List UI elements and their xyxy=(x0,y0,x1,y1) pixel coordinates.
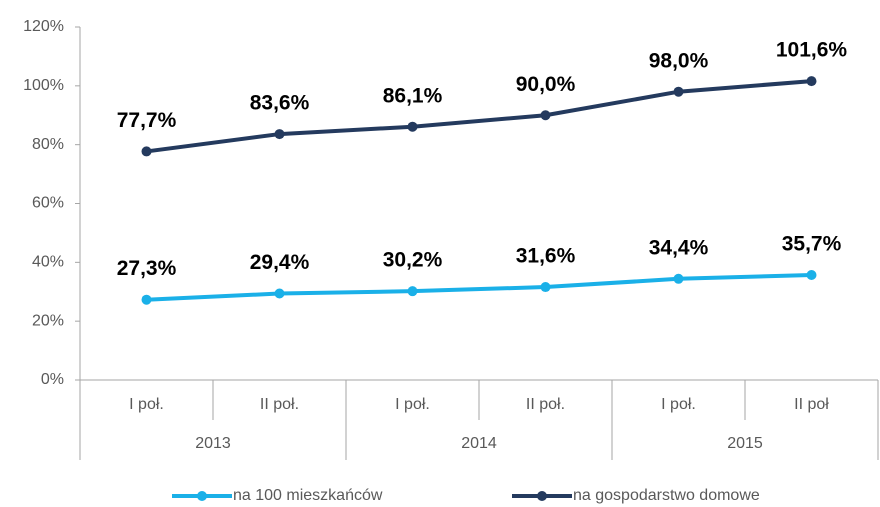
data-label: 83,6% xyxy=(250,92,310,115)
data-label: 30,2% xyxy=(383,249,443,272)
data-label: 77,7% xyxy=(117,109,177,132)
point xyxy=(141,146,152,157)
data-label: 90,0% xyxy=(516,73,576,96)
point xyxy=(407,121,418,132)
x-tick-label: II poł. xyxy=(526,396,565,413)
x-tick-label: I poł. xyxy=(395,396,430,413)
series-line xyxy=(146,79,812,154)
point xyxy=(540,282,551,293)
point xyxy=(806,269,817,280)
data-label: 98,0% xyxy=(649,49,709,72)
legend-marker xyxy=(197,491,207,501)
series-line xyxy=(146,272,812,302)
data-label: 29,4% xyxy=(250,251,310,274)
y-tick-label: 20% xyxy=(32,312,64,329)
data-label: 101,6% xyxy=(776,39,848,62)
point xyxy=(274,129,285,140)
point xyxy=(407,286,418,297)
x-tick-label: II poł. xyxy=(260,396,299,413)
point xyxy=(806,76,817,87)
data-label: 35,7% xyxy=(782,233,842,256)
data-label: 31,6% xyxy=(516,245,576,268)
y-tick-label: 40% xyxy=(32,254,64,271)
y-tick-label: 0% xyxy=(41,371,64,388)
x-tick-label: I poł. xyxy=(661,396,696,413)
y-tick-label: 80% xyxy=(32,136,64,153)
year-label: 2014 xyxy=(461,435,497,452)
data-label: 27,3% xyxy=(117,257,177,280)
x-tick-label: II poł xyxy=(794,396,829,413)
point xyxy=(673,273,684,284)
legend-marker xyxy=(537,491,547,501)
legend-label: na gospodarstwo domowe xyxy=(573,487,760,504)
data-label: 86,1% xyxy=(383,84,443,107)
point xyxy=(540,110,551,121)
data-label: 34,4% xyxy=(649,236,709,259)
y-tick-label: 120% xyxy=(23,18,64,35)
y-tick-label: 60% xyxy=(32,195,64,212)
point xyxy=(141,294,152,305)
year-label: 2013 xyxy=(195,435,231,452)
y-tick-label: 100% xyxy=(23,77,64,94)
year-label: 2015 xyxy=(727,435,763,452)
x-tick-label: I poł. xyxy=(129,396,164,413)
point xyxy=(274,288,285,299)
legend-label: na 100 mieszkańców xyxy=(233,487,383,504)
point xyxy=(673,86,684,97)
